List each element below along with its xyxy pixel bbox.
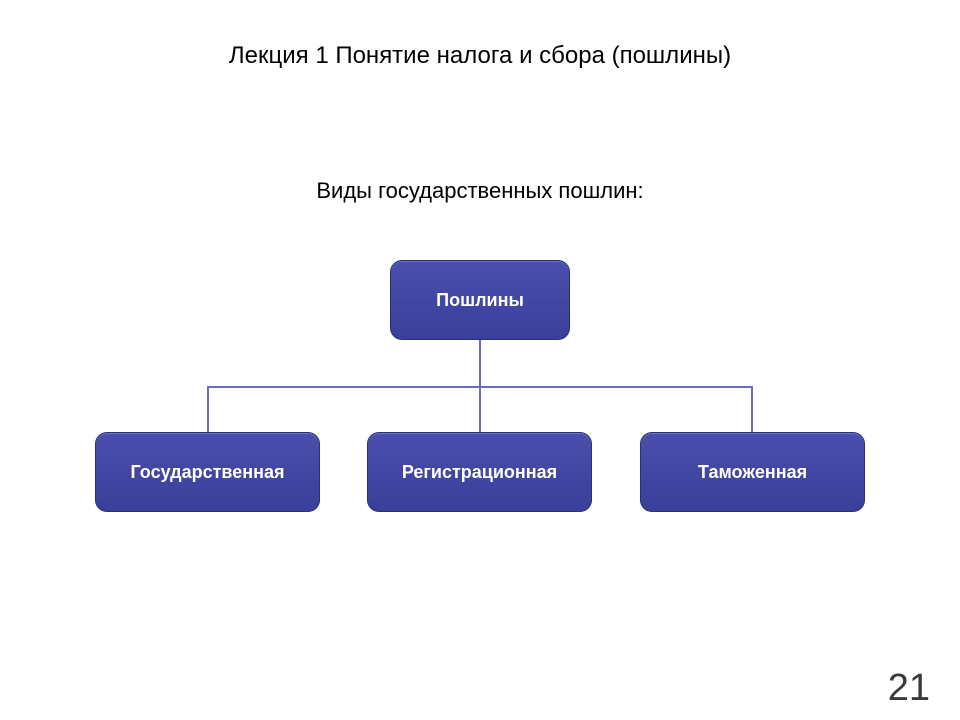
connector-child-2 [479, 386, 481, 432]
tree-child-node: Таможенная [640, 432, 865, 512]
page-title: Лекция 1 Понятие налога и сбора (пошлины… [0, 42, 960, 70]
connector-root-down [479, 340, 481, 386]
tree-root-label: Пошлины [436, 290, 524, 311]
connector-child-1 [207, 386, 209, 432]
tree-child-node: Регистрационная [367, 432, 592, 512]
tree-child-node: Государственная [95, 432, 320, 512]
tree-root-node: Пошлины [390, 260, 570, 340]
tree-diagram: Пошлины Государственная Регистрационная … [0, 260, 960, 560]
tree-child-label: Государственная [131, 462, 285, 483]
tree-child-label: Таможенная [698, 462, 807, 483]
connector-child-3 [751, 386, 753, 432]
page-subtitle: Виды государственных пошлин: [0, 178, 960, 204]
page-number: 21 [888, 667, 930, 710]
tree-child-label: Регистрационная [402, 462, 557, 483]
